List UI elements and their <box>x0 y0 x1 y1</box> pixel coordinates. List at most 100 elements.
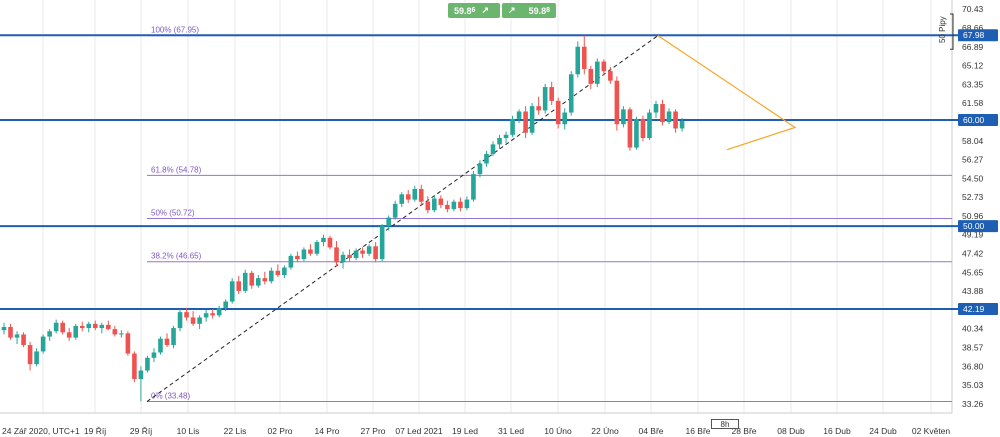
triangle-outline <box>657 35 797 151</box>
candle-body <box>353 250 359 258</box>
time-tick-label: 10 Lis <box>177 426 200 436</box>
candle-body <box>555 100 561 125</box>
candle-body <box>627 109 633 148</box>
candle-body <box>269 270 274 282</box>
candle <box>451 199 457 212</box>
sell-button[interactable]: 59.8 6 ↗ <box>448 3 500 18</box>
price-tag: 60.00 <box>958 113 998 126</box>
price-tag-label: 42.19 <box>963 304 985 314</box>
candle <box>529 102 535 135</box>
time-tick-label: 08 Dub <box>777 426 805 436</box>
candle <box>99 322 105 334</box>
time-tick-label: 22 Úno <box>591 426 619 436</box>
candle <box>608 66 613 84</box>
candle-body <box>373 246 378 260</box>
candle <box>392 200 398 220</box>
candle <box>86 321 92 333</box>
candle <box>288 253 294 270</box>
candle-body <box>588 69 594 84</box>
candle-body <box>145 357 150 371</box>
candle-body <box>621 109 626 125</box>
candle-body <box>262 278 268 282</box>
candle-body <box>581 46 587 70</box>
price-tag-label: 60.00 <box>963 115 985 125</box>
candle-body <box>477 163 483 175</box>
candle-body <box>484 153 489 164</box>
time-tick-label: 16 Dub <box>823 426 851 436</box>
candle-body <box>164 338 170 346</box>
fib-level-label: 50% (50.72) <box>151 208 195 217</box>
candle-body <box>171 328 176 346</box>
candle <box>542 83 548 114</box>
candle <box>640 115 646 142</box>
candle <box>647 109 652 141</box>
candle <box>523 106 528 139</box>
candle <box>490 141 496 157</box>
candle <box>132 351 137 383</box>
time-tick-label: 24 Zář 2020, UTC+1 <box>2 426 80 436</box>
candle <box>353 248 359 261</box>
candle <box>386 215 391 231</box>
price-tick-label: 65.12 <box>962 61 984 71</box>
candle-body <box>503 134 509 139</box>
time-tick-label: 24 Dub <box>869 426 897 436</box>
candle-body <box>360 250 365 254</box>
candle-body <box>40 336 46 352</box>
candle-body <box>653 104 659 113</box>
candle <box>679 117 685 132</box>
candle-body <box>210 313 215 316</box>
candle-body <box>451 201 457 210</box>
time-tick-label: 27 Pro <box>360 426 385 436</box>
candle-body <box>301 249 307 260</box>
candle-body <box>73 325 79 338</box>
candle <box>621 106 626 128</box>
candle <box>21 332 26 348</box>
diagonal-arrow-icon: ↗ <box>481 5 489 15</box>
fib-level-label: 38.2% (46.65) <box>151 252 202 261</box>
candle-body <box>66 332 72 338</box>
candle-body <box>640 118 646 139</box>
candle <box>458 197 463 212</box>
candle <box>301 247 307 262</box>
candle-body <box>99 324 105 329</box>
candle <box>53 319 59 334</box>
price-tick-label: 58.04 <box>962 136 984 146</box>
candle-body <box>673 111 678 129</box>
candle <box>282 265 287 279</box>
fib-level-label: 0% (33.48) <box>151 392 190 401</box>
candle <box>445 200 450 213</box>
candle-body <box>295 255 300 260</box>
candle <box>516 109 522 124</box>
candle-body <box>366 246 372 254</box>
candle <box>125 331 131 356</box>
candle-body <box>438 198 444 205</box>
price-tick-label: 38.57 <box>962 342 984 352</box>
candle <box>106 320 111 331</box>
fib-level-label: 61.8% (54.78) <box>151 165 202 174</box>
horizontal-levels <box>0 34 960 311</box>
candle <box>314 239 320 256</box>
candle-body <box>399 194 405 204</box>
candle-body <box>595 61 600 84</box>
candle-body <box>229 281 235 302</box>
price-tick-label: 33.26 <box>962 399 984 409</box>
candle <box>555 97 561 129</box>
price-tick-label: 50.96 <box>962 211 984 221</box>
fib-level-label: 100% (67.95) <box>151 26 199 35</box>
buy-button[interactable]: ↗ 59.8 8 <box>502 3 556 18</box>
candle <box>171 325 176 349</box>
candle <box>236 276 242 295</box>
candle <box>503 131 509 144</box>
price-tick-label: 49.19 <box>962 230 984 240</box>
candle <box>119 330 124 338</box>
candle <box>379 224 385 262</box>
price-tag-background <box>958 113 998 126</box>
candle <box>242 269 248 294</box>
candle-body <box>151 352 157 358</box>
candle <box>216 305 222 318</box>
interval-label[interactable]: 8h <box>711 419 739 429</box>
candle <box>673 109 678 133</box>
price-tag: 67.98 <box>958 29 998 42</box>
candle-body <box>314 242 320 254</box>
